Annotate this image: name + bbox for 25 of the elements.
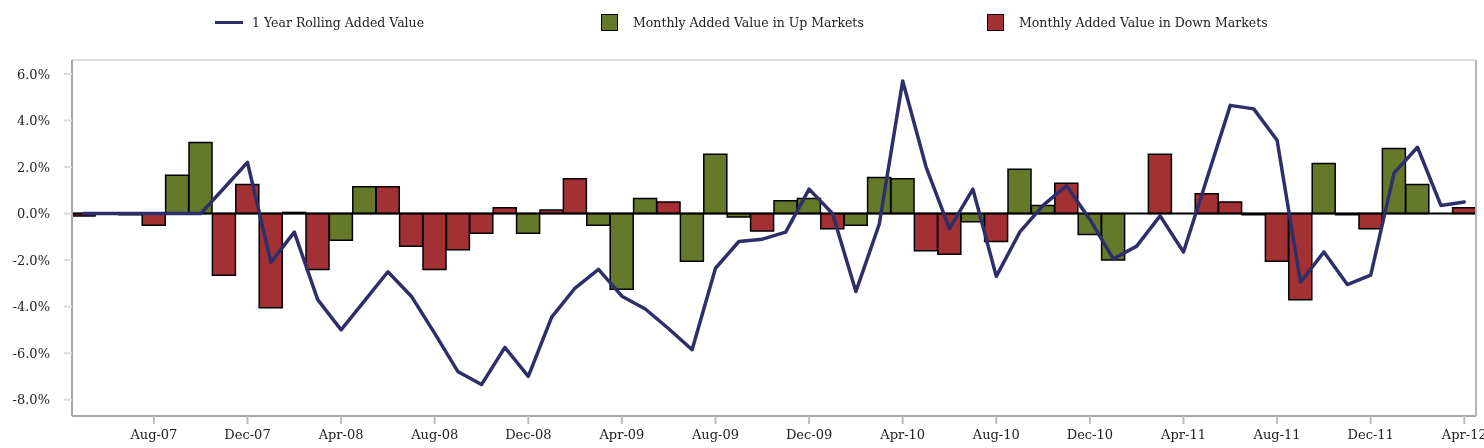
x-tick-label: Aug-11 — [1252, 427, 1301, 443]
x-tick-label: Aug-07 — [129, 427, 178, 443]
x-tick-label: Dec-08 — [505, 427, 552, 443]
x-tick-label: Apr-11 — [1160, 427, 1206, 443]
legend-label: Monthly Added Value in Up Markets — [633, 15, 864, 30]
y-tick-label: 4.0% — [16, 113, 50, 129]
x-tick-label: Dec-09 — [785, 427, 833, 443]
x-tick-label: Apr-09 — [598, 427, 645, 443]
x-tick-label: Aug-10 — [971, 427, 1020, 443]
y-tick-label: -6.0% — [12, 345, 50, 361]
x-tick-label: Aug-08 — [410, 427, 459, 443]
legend-label: Monthly Added Value in Down Markets — [1019, 15, 1268, 30]
y-tick-label: 2.0% — [16, 159, 50, 175]
x-tick-label: Aug-09 — [690, 427, 740, 443]
x-tick-label: Dec-10 — [1066, 427, 1114, 443]
y-tick-label: 6.0% — [16, 66, 50, 82]
y-tick-label: -2.0% — [12, 252, 50, 268]
y-tick-label: 0.0% — [16, 206, 50, 222]
y-tick-label: -8.0% — [12, 392, 50, 408]
legend-label: 1 Year Rolling Added Value — [252, 15, 425, 30]
x-tick-label: Apr-10 — [879, 427, 926, 443]
x-tick-label: Apr-08 — [317, 427, 364, 443]
x-tick-label: Dec-11 — [1347, 427, 1394, 443]
y-tick-label: -4.0% — [12, 299, 50, 315]
x-tick-label: Dec-07 — [224, 427, 271, 443]
